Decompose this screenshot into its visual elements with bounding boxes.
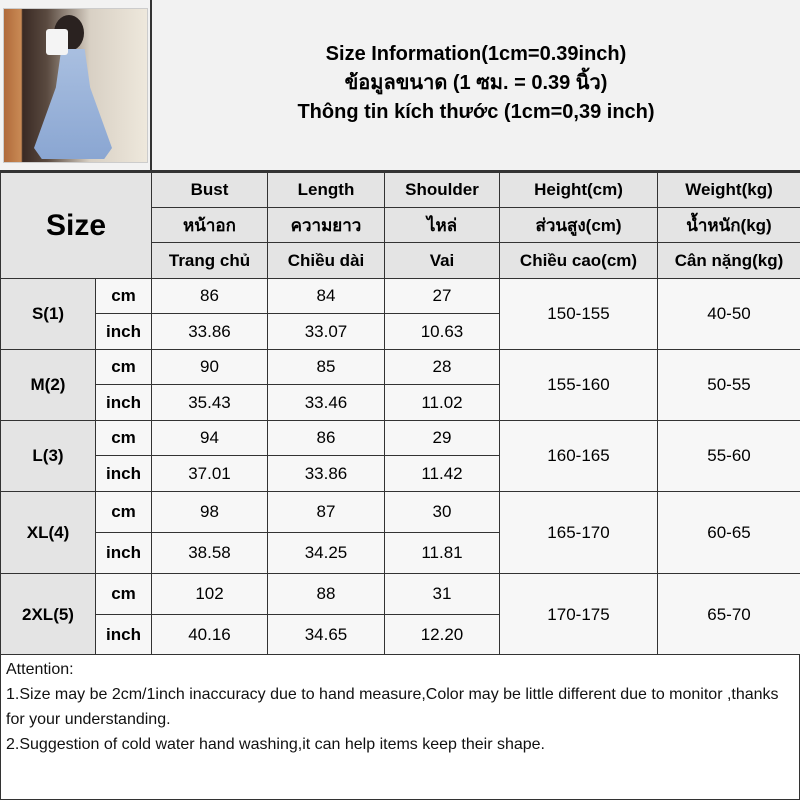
unit-label: inch: [95, 532, 152, 574]
column-header: Vai: [384, 242, 500, 279]
unit-label: inch: [95, 384, 152, 421]
measurement-cell: 33.46: [267, 384, 385, 421]
column-header: Cân nặng(kg): [657, 242, 800, 279]
measurement-cell: 33.86: [151, 313, 268, 350]
measurement-cell: 90: [151, 349, 268, 385]
size-label: M(2): [0, 349, 96, 421]
column-header: Height(cm): [499, 172, 658, 208]
unit-label: cm: [95, 420, 152, 456]
title-th: ข้อมูลขนาด (1 ซม. = 0.39 นิ้ว): [344, 72, 608, 94]
column-header: Trang chủ: [151, 242, 268, 279]
unit-label: cm: [95, 278, 152, 314]
attention-line-1: 1.Size may be 2cm/1inch inaccuracy due t…: [6, 686, 779, 728]
table-row: inch 33.86 33.07 10.63: [1, 313, 800, 350]
column-header: Length: [267, 172, 385, 208]
table-row: XL(4) cm 98 87 30 165-170 60-65: [0, 491, 800, 574]
measurement-cell: 102: [151, 573, 268, 615]
table-row: inch 38.58 34.25 11.81: [1, 532, 800, 574]
measurement-cell: 27: [384, 278, 500, 314]
measurement-cell: 30: [384, 491, 500, 533]
weight-cell: 50-55: [657, 349, 800, 421]
measurement-cell: 88: [267, 573, 385, 615]
measurement-cell: 38.58: [151, 532, 268, 574]
measurement-cell: 84: [267, 278, 385, 314]
column-header: น้ำหนัก(kg): [657, 207, 800, 243]
size-table: Size Bust Length Shoulder Height(cm) Weight(k…: [0, 172, 800, 656]
measurement-cell: 11.02: [384, 384, 500, 421]
header-area: Size Information(1cm=0.39inch) ข้อมูลขนา…: [0, 0, 800, 172]
table-row: inch 40.16 34.65 12.20: [1, 614, 800, 656]
column-header: Shoulder: [384, 172, 500, 208]
column-header: Bust: [151, 172, 268, 208]
product-photo: [3, 8, 148, 163]
measurement-cell: 31: [384, 573, 500, 615]
measurement-cell: 28: [384, 349, 500, 385]
size-header: Size: [0, 172, 152, 279]
measurement-cell: 87: [267, 491, 385, 533]
measurement-cell: 40.16: [151, 614, 268, 656]
measurement-cell: 10.63: [384, 313, 500, 350]
column-header: Chiều cao(cm): [499, 242, 658, 279]
measurement-cell: 86: [151, 278, 268, 314]
height-cell: 170-175: [499, 573, 658, 656]
size-label: XL(4): [0, 491, 96, 574]
column-header: ไหล่: [384, 207, 500, 243]
table-row: L(3) cm 94 86 29 160-165 55-60: [0, 420, 800, 492]
weight-cell: 40-50: [657, 278, 800, 350]
measurement-cell: 33.07: [267, 313, 385, 350]
table-row: M(2) cm 90 85 28 155-160 50-55: [0, 349, 800, 421]
table-row: 2XL(5) cm 102 88 31 170-175 65-70: [0, 573, 800, 656]
measurement-cell: 34.65: [267, 614, 385, 656]
measurement-cell: 98: [151, 491, 268, 533]
weight-cell: 65-70: [657, 573, 800, 656]
page-title: Size Information(1cm=0.39inch) ข้อมูลขนา…: [152, 40, 800, 127]
unit-label: inch: [95, 313, 152, 350]
measurement-cell: 86: [267, 420, 385, 456]
table-row: inch 35.43 33.46 11.02: [1, 384, 800, 421]
measurement-cell: 29: [384, 420, 500, 456]
height-cell: 155-160: [499, 349, 658, 421]
height-cell: 150-155: [499, 278, 658, 350]
attention-note: Attention: 1.Size may be 2cm/1inch inacc…: [0, 654, 800, 800]
measurement-cell: 94: [151, 420, 268, 456]
unit-label: cm: [95, 349, 152, 385]
measurement-cell: 85: [267, 349, 385, 385]
measurement-cell: 35.43: [151, 384, 268, 421]
title-vi: Thông tin kích thước (1cm=0,39 inch): [297, 101, 655, 123]
unit-label: inch: [95, 614, 152, 656]
size-label: L(3): [0, 420, 96, 492]
table-row: S(1) cm 86 84 27 150-155 40-50: [0, 278, 800, 350]
height-cell: 160-165: [499, 420, 658, 492]
height-cell: 165-170: [499, 491, 658, 574]
weight-cell: 55-60: [657, 420, 800, 492]
unit-label: inch: [95, 455, 152, 492]
column-header: Chiều dài: [267, 242, 385, 279]
attention-line-2: 2.Suggestion of cold water hand washing,…: [6, 736, 545, 753]
measurement-cell: 34.25: [267, 532, 385, 574]
column-header: Weight(kg): [657, 172, 800, 208]
measurement-cell: 33.86: [267, 455, 385, 492]
unit-label: cm: [95, 491, 152, 533]
size-label: 2XL(5): [0, 573, 96, 656]
measurement-cell: 11.81: [384, 532, 500, 574]
measurement-cell: 37.01: [151, 455, 268, 492]
column-header: ความยาว: [267, 207, 385, 243]
weight-cell: 60-65: [657, 491, 800, 574]
column-header: หน้าอก: [151, 207, 268, 243]
title-en: Size Information(1cm=0.39inch): [325, 43, 627, 65]
measurement-cell: 11.42: [384, 455, 500, 492]
measurement-cell: 12.20: [384, 614, 500, 656]
size-label: S(1): [0, 278, 96, 350]
attention-heading: Attention:: [6, 661, 74, 678]
divider: [150, 0, 152, 172]
unit-label: cm: [95, 573, 152, 615]
column-header: ส่วนสูง(cm): [499, 207, 658, 243]
